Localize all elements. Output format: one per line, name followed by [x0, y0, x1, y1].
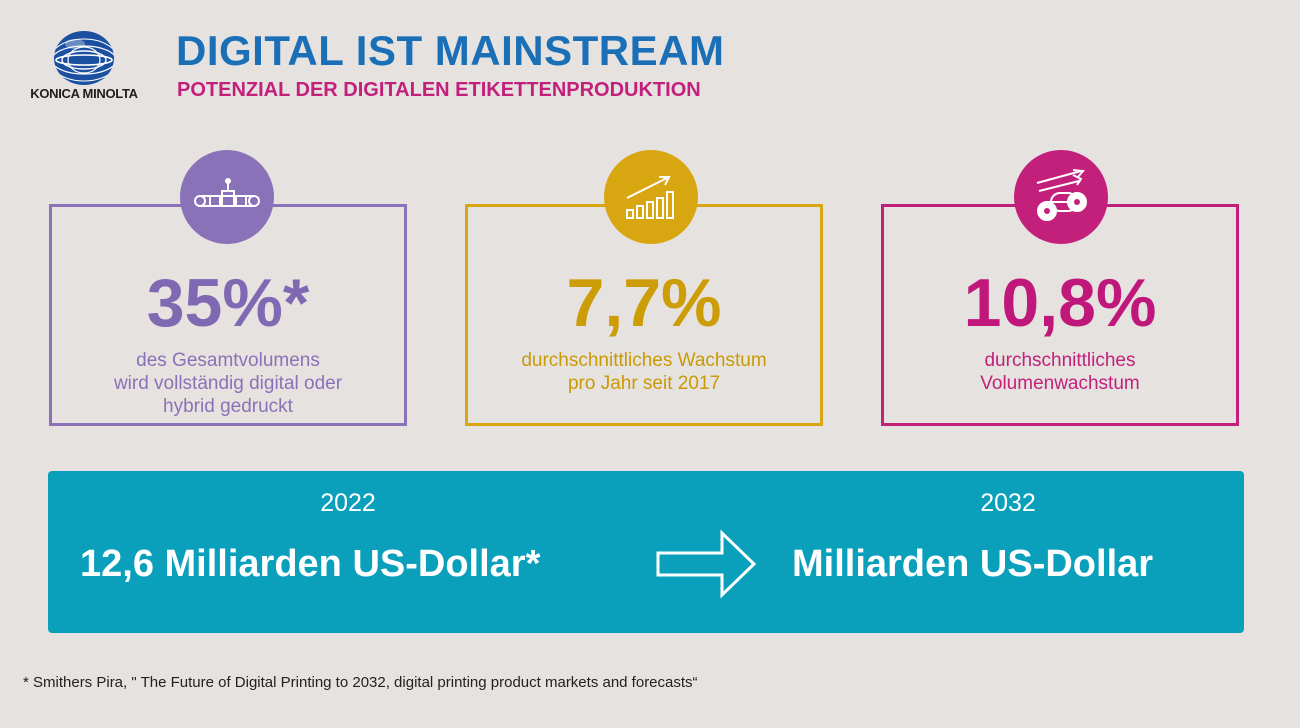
to-year: 2032: [980, 489, 1036, 517]
stat-value: 10,8%: [963, 265, 1157, 341]
page-title: DIGITAL IST MAINSTREAM: [176, 27, 725, 74]
page-subtitle: POTENZIAL DER DIGITALEN ETIKETTENPRODUKT…: [177, 79, 701, 101]
footnote: * Smithers Pira, " The Future of Digital…: [23, 674, 698, 691]
market-size-banner: 2022 2032 12,6 Milliarden US-Dollar* Mil…: [48, 471, 1244, 633]
konica-minolta-globe-icon: [54, 31, 114, 85]
stat-card-digital-share: 35%* des Gesamtvolumens wird vollständig…: [49, 204, 407, 426]
from-year: 2022: [320, 489, 376, 517]
stat-description: des Gesamtvolumens wird vollständig digi…: [113, 350, 343, 417]
stat-value: 7,7%: [566, 265, 722, 341]
brand-logo-text: KONICA MINOLTA: [30, 86, 138, 101]
to-amount: Milliarden US-Dollar: [792, 543, 1154, 585]
brand-logo: KONICA MINOLTA: [22, 30, 146, 105]
from-amount: 12,6 Milliarden US-Dollar*: [80, 543, 541, 585]
stat-description: durchschnittliches Wachstum pro Jahr sei…: [521, 350, 767, 394]
stat-value: 35%*: [146, 265, 310, 341]
growth-chart-icon: [604, 150, 698, 244]
printing-press-icon: [180, 150, 274, 244]
arrow-right-icon: [656, 529, 757, 599]
stat-description: durchschnittliches Volumenwachstum: [980, 350, 1140, 394]
label-rolls-icon: [1014, 150, 1108, 244]
